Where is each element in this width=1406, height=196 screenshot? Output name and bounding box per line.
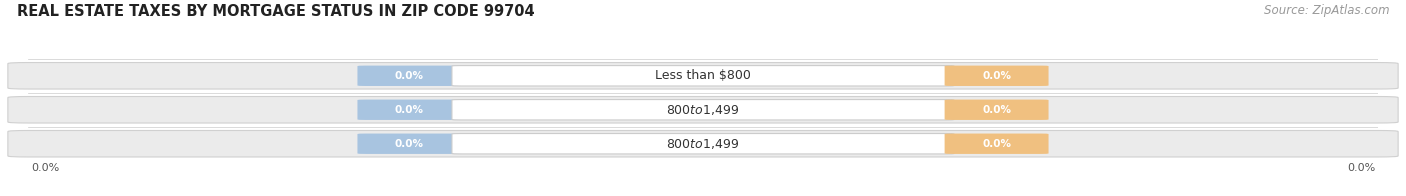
FancyBboxPatch shape bbox=[357, 100, 461, 120]
FancyBboxPatch shape bbox=[357, 66, 461, 86]
Text: $800 to $1,499: $800 to $1,499 bbox=[666, 103, 740, 117]
FancyBboxPatch shape bbox=[945, 100, 1049, 120]
Text: 0.0%: 0.0% bbox=[31, 163, 59, 173]
Text: 0.0%: 0.0% bbox=[395, 105, 425, 115]
Text: $800 to $1,499: $800 to $1,499 bbox=[666, 137, 740, 151]
FancyBboxPatch shape bbox=[357, 133, 461, 154]
FancyBboxPatch shape bbox=[8, 131, 1398, 157]
Text: 0.0%: 0.0% bbox=[981, 71, 1011, 81]
FancyBboxPatch shape bbox=[451, 66, 955, 86]
Text: REAL ESTATE TAXES BY MORTGAGE STATUS IN ZIP CODE 99704: REAL ESTATE TAXES BY MORTGAGE STATUS IN … bbox=[17, 4, 534, 19]
FancyBboxPatch shape bbox=[451, 100, 955, 120]
FancyBboxPatch shape bbox=[945, 133, 1049, 154]
Text: 0.0%: 0.0% bbox=[981, 105, 1011, 115]
Text: 0.0%: 0.0% bbox=[1347, 163, 1375, 173]
Text: Source: ZipAtlas.com: Source: ZipAtlas.com bbox=[1264, 4, 1389, 17]
Text: Less than $800: Less than $800 bbox=[655, 69, 751, 82]
FancyBboxPatch shape bbox=[451, 133, 955, 154]
FancyBboxPatch shape bbox=[8, 63, 1398, 89]
Text: 0.0%: 0.0% bbox=[395, 71, 425, 81]
Text: 0.0%: 0.0% bbox=[395, 139, 425, 149]
Text: 0.0%: 0.0% bbox=[981, 139, 1011, 149]
FancyBboxPatch shape bbox=[945, 66, 1049, 86]
FancyBboxPatch shape bbox=[8, 96, 1398, 123]
